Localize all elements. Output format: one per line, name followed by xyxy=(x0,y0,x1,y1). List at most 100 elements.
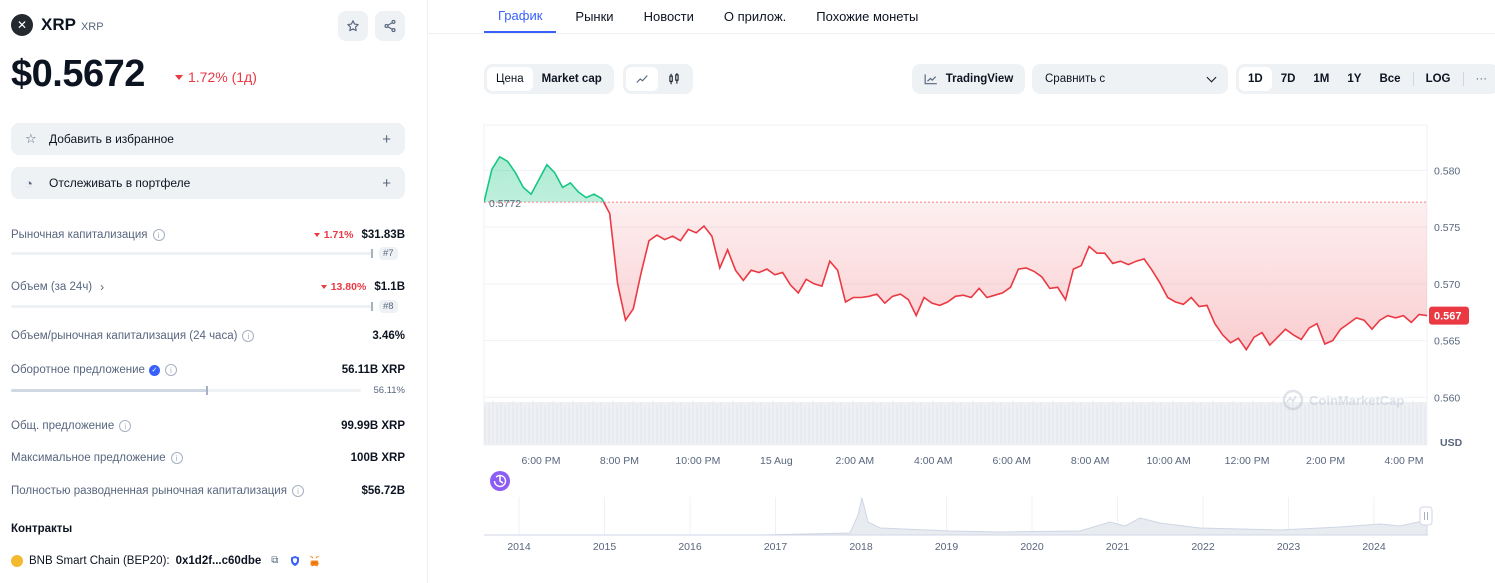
chart-metric-toggle: Цена Market cap xyxy=(484,64,614,94)
plus-icon: + xyxy=(382,130,391,148)
add-to-watchlist-button[interactable]: ☆ Добавить в избранное + xyxy=(11,123,405,155)
stat-value: 56.11B XRP xyxy=(341,364,405,376)
track-portfolio-button[interactable]: ◔ Отслеживать в портфеле + xyxy=(11,167,405,199)
current-price-tag: 0.567 xyxy=(1429,306,1469,325)
contract-row: BNB Smart Chain (BEP20): 0x1d2f...c60dbe… xyxy=(11,554,321,567)
metamask-icon[interactable] xyxy=(308,554,321,567)
price-change-value: 1.72% (1д) xyxy=(188,69,257,85)
xrp-logo-icon: ✕ xyxy=(11,14,33,36)
down-triangle-icon xyxy=(175,74,183,80)
stat-value: $1.1B xyxy=(374,281,405,293)
coin-price: $0.5672 xyxy=(11,53,145,95)
stat-value: $56.72B xyxy=(361,485,405,497)
supply-progress-bar xyxy=(11,386,361,395)
x-tick-label: 2:00 PM xyxy=(1306,455,1345,467)
share-button[interactable] xyxy=(375,11,405,41)
line-chart-button[interactable] xyxy=(626,67,658,91)
tabs-divider xyxy=(428,33,1495,34)
coin-sidebar: ✕ XRP XRP $0.5672 1.72% (1д) ☆ Добавить … xyxy=(0,0,428,583)
stat-total-supply: Общ. предложение i 99.99B XRP xyxy=(11,420,405,432)
plus-icon: + xyxy=(382,174,391,192)
copy-icon[interactable]: ⧉ xyxy=(271,555,279,566)
rank-badge: #8 xyxy=(379,300,398,313)
tab-about[interactable]: О прилож. xyxy=(723,9,787,24)
overview-year-label: 2016 xyxy=(678,541,702,553)
stat-value: 3.46% xyxy=(372,330,405,342)
info-icon[interactable]: i xyxy=(170,452,183,464)
svg-text:CoinMarketCap: CoinMarketCap xyxy=(1309,393,1404,408)
y-tick-label: 0.560 xyxy=(1434,392,1460,404)
stat-label: Объем (за 24ч) › xyxy=(11,280,105,294)
down-triangle-icon xyxy=(320,285,327,289)
tab-similar-coins[interactable]: Похожие монеты xyxy=(816,9,919,24)
more-options-button[interactable]: ··· xyxy=(1475,73,1488,85)
candlestick-chart-button[interactable] xyxy=(658,67,690,91)
x-tick-label: 2:00 AM xyxy=(836,455,875,467)
chevron-right-icon[interactable]: › xyxy=(100,280,105,294)
x-tick-label: 12:00 PM xyxy=(1225,455,1270,467)
toolbar-separator xyxy=(1412,72,1414,86)
toolbar-separator xyxy=(1462,72,1464,86)
bnb-chain-icon xyxy=(11,554,23,567)
tradingview-icon xyxy=(924,74,937,85)
tab-news[interactable]: Новости xyxy=(643,9,694,24)
x-tick-label: 6:00 PM xyxy=(521,455,560,467)
range-1d[interactable]: 1D xyxy=(1239,67,1272,91)
history-button[interactable] xyxy=(490,471,510,491)
stat-change: 13.80% xyxy=(320,281,366,293)
price-change: 1.72% (1д) xyxy=(175,69,257,85)
info-icon[interactable]: i xyxy=(152,229,165,241)
down-triangle-icon xyxy=(313,233,320,237)
currency-label: USD xyxy=(1440,437,1463,449)
log-scale-toggle[interactable]: LOG xyxy=(1425,73,1451,85)
supply-percent: 56.11% xyxy=(373,385,405,396)
svg-text:0.567: 0.567 xyxy=(1434,311,1462,323)
stat-label: Объем/рыночная капитализация (24 часа) i xyxy=(11,330,255,342)
share-icon xyxy=(384,19,396,33)
tab-markets[interactable]: Рынки xyxy=(575,9,614,24)
overview-year-label: 2014 xyxy=(507,541,531,553)
price-area-down xyxy=(484,202,1427,350)
compare-select[interactable]: Сравнить с xyxy=(1032,64,1228,94)
tab-chart[interactable]: График xyxy=(484,0,557,33)
star-button[interactable] xyxy=(338,11,368,41)
overview-year-label: 2021 xyxy=(1106,541,1130,553)
overview-range-handle[interactable] xyxy=(1419,506,1433,526)
range-1m[interactable]: 1M xyxy=(1313,73,1330,85)
overview-year-label: 2022 xyxy=(1191,541,1215,553)
stat-volume-market-cap: Объем/рыночная капитализация (24 часа) i … xyxy=(11,330,405,342)
x-tick-label: 4:00 PM xyxy=(1384,455,1423,467)
x-tick-label: 8:00 PM xyxy=(600,455,639,467)
x-tick-label: 4:00 AM xyxy=(914,455,953,467)
stat-label: Рыночная капитализация i xyxy=(11,229,165,241)
overview-year-label: 2024 xyxy=(1362,541,1386,553)
contract-chain: BNB Smart Chain (BEP20): xyxy=(29,554,170,567)
range-all[interactable]: Все xyxy=(1379,73,1401,85)
info-icon[interactable]: i xyxy=(291,485,304,497)
stat-value: 100B XRP xyxy=(350,452,405,464)
shield-icon[interactable] xyxy=(288,554,301,567)
stat-circulating-supply: Оборотное предложение ✓ i 56.11B XRP 56.11… xyxy=(11,364,405,396)
range-1y[interactable]: 1Y xyxy=(1347,73,1362,85)
coin-tabs: График Рынки Новости О прилож. Похожие м… xyxy=(484,0,937,33)
star-icon xyxy=(347,20,359,32)
price-toggle[interactable]: Цена xyxy=(487,67,533,91)
tradingview-button[interactable]: TradingView xyxy=(912,64,1025,94)
info-icon[interactable]: i xyxy=(242,330,255,342)
info-icon[interactable]: i xyxy=(164,364,177,376)
price-line xyxy=(484,155,1428,352)
line-chart-icon xyxy=(636,75,648,83)
stat-max-supply: Максимальное предложение i 100B XRP xyxy=(11,452,405,464)
market-cap-toggle[interactable]: Market cap xyxy=(541,73,602,85)
contract-address[interactable]: 0x1d2f...c60dbe xyxy=(175,554,262,567)
rank-bar xyxy=(11,249,373,258)
verified-icon: ✓ xyxy=(148,364,160,376)
rank-badge: #7 xyxy=(379,247,398,260)
add-to-watchlist-label: Добавить в избранное xyxy=(49,132,174,146)
x-tick-label: 15 Aug xyxy=(760,455,793,467)
y-tick-label: 0.575 xyxy=(1434,222,1460,234)
range-7d[interactable]: 7D xyxy=(1280,73,1296,85)
info-icon[interactable]: i xyxy=(119,420,132,432)
stat-market-cap: Рыночная капитализация i 1.71% $31.83B #7 xyxy=(11,229,405,260)
